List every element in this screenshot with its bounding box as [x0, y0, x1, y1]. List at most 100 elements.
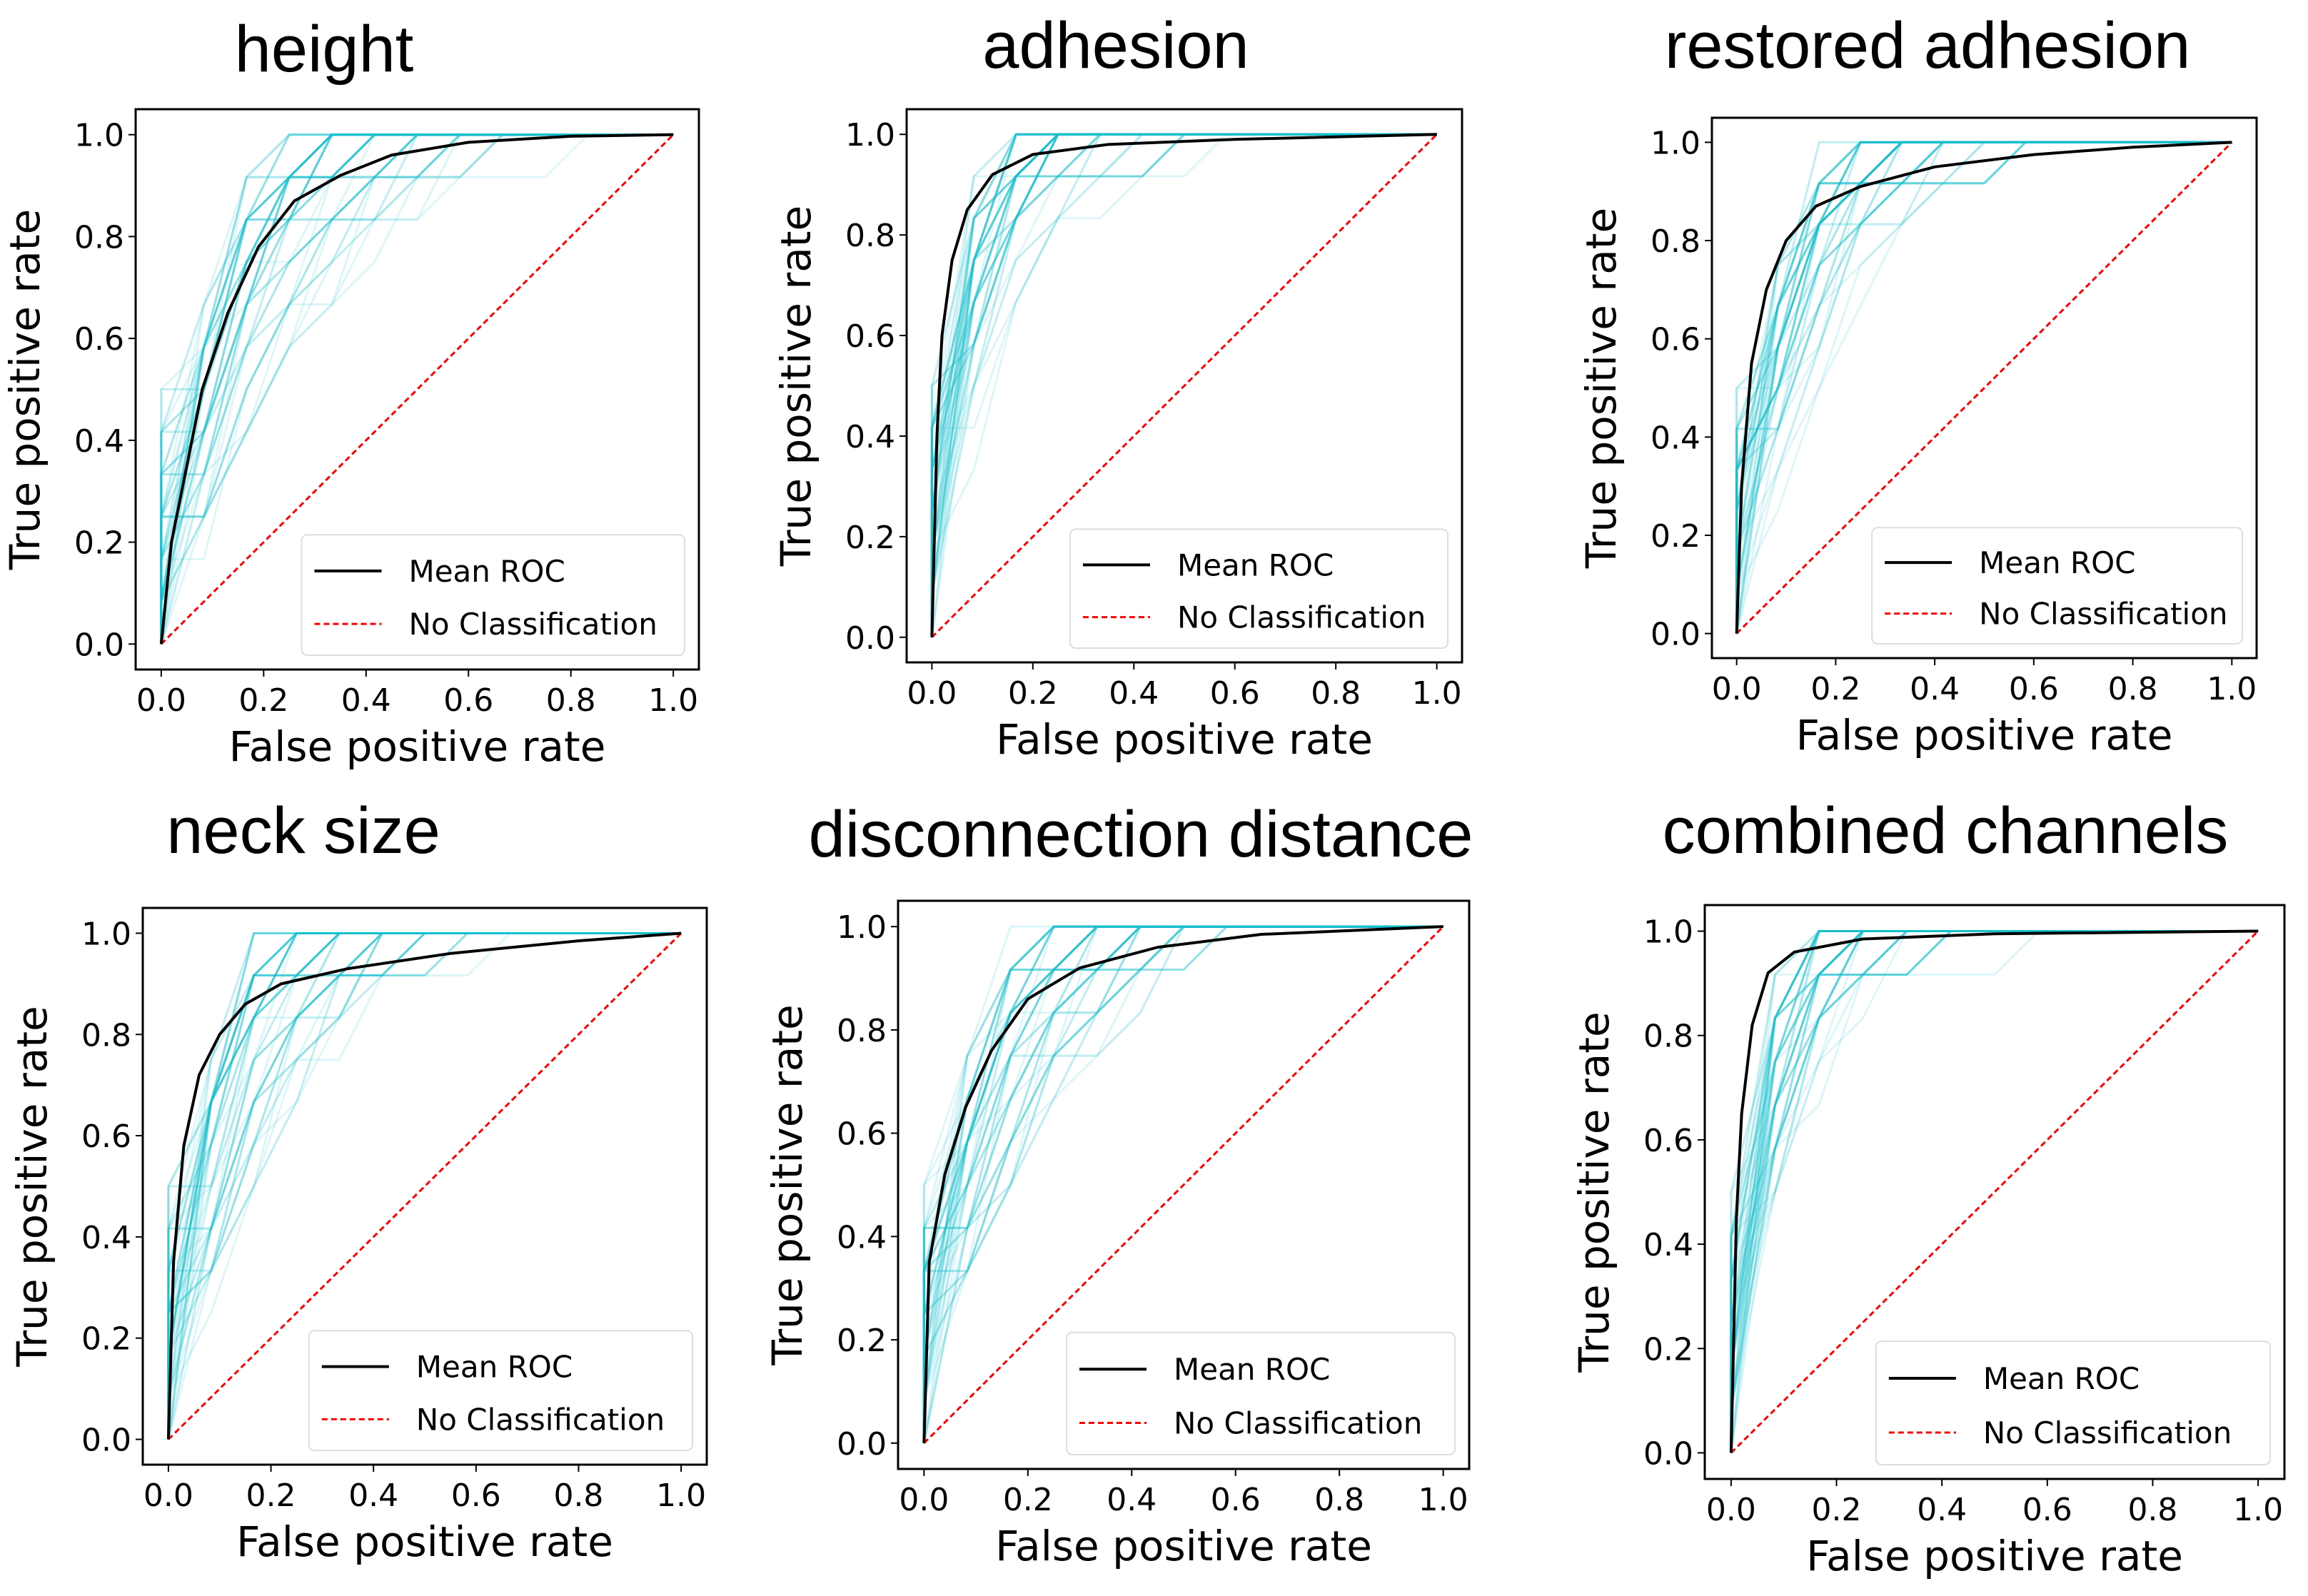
fold-curves [1730, 930, 2259, 1453]
fold-roc-line [167, 931, 682, 1440]
fold-roc-line [1735, 141, 2232, 634]
x-tick-label: 1.0 [2207, 671, 2257, 707]
x-tick-label: 1.0 [656, 1478, 706, 1514]
fold-roc-line [167, 931, 682, 1440]
legend: Mean ROC No Classification [308, 1330, 693, 1452]
fold-roc-line [167, 931, 682, 1440]
fold-curves [930, 133, 1437, 637]
fold-roc-line [930, 133, 1437, 637]
y-tick-label: 0.8 [1643, 1019, 1693, 1055]
fold-roc-line [930, 133, 1437, 637]
fold-roc-line [1735, 141, 2232, 634]
fold-roc-line [1735, 141, 2232, 634]
fold-roc-line [1735, 141, 2232, 634]
mean-roc-line [1729, 929, 2259, 1453]
fold-roc-line [167, 931, 682, 1440]
fold-roc-line [1735, 141, 2232, 634]
fold-roc-line [1735, 141, 2232, 634]
y-tick-label: 1.0 [81, 916, 131, 952]
y-axis-label: True positive rate [763, 1004, 812, 1365]
fold-roc-line [167, 931, 682, 1440]
fold-roc-line [167, 931, 682, 1440]
fold-curves [1735, 141, 2232, 634]
fold-roc-line [1735, 141, 2232, 634]
fold-roc-line [1735, 141, 2232, 634]
fold-roc-line [922, 925, 1443, 1443]
mean-roc-line [1735, 141, 2232, 634]
y-axis-label: True positive rate [1570, 1011, 1618, 1373]
fold-roc-line [922, 925, 1443, 1443]
fold-roc-line [1735, 141, 2232, 634]
roc-panel-neck-size: neck size 0.0 0.0 0.2 0.2 0.4 0.4 0.6 0.6 0.8 0.8 1… [8, 794, 708, 1566]
fold-roc-line [922, 925, 1443, 1443]
fold-roc-line [1735, 141, 2232, 634]
fold-roc-line [922, 925, 1443, 1443]
fold-roc-line [930, 133, 1437, 637]
x-tick-label: 0.8 [553, 1478, 603, 1514]
fold-roc-line [167, 931, 682, 1440]
y-tick-label: 1.0 [74, 118, 124, 154]
fold-roc-line [1735, 141, 2232, 634]
fold-roc-line [1735, 141, 2232, 634]
fold-roc-line [922, 925, 1443, 1443]
legend-box [1871, 527, 2243, 645]
fold-roc-line [1735, 141, 2232, 634]
fold-roc-line [1735, 141, 2232, 634]
fold-roc-line [922, 925, 1443, 1443]
fold-roc-line [930, 133, 1437, 637]
fold-roc-line [1735, 141, 2232, 634]
fold-roc-line [930, 133, 1437, 637]
fold-roc-line [922, 925, 1443, 1443]
x-tick-label: 0.6 [2009, 671, 2059, 707]
fold-roc-line [930, 133, 1437, 637]
fold-roc-line [1735, 141, 2232, 634]
y-tick-label: 0.8 [837, 1013, 887, 1049]
fold-roc-line [167, 931, 682, 1440]
fold-roc-line [167, 931, 682, 1440]
y-tick-label: 0.2 [837, 1323, 887, 1359]
fold-roc-line [922, 925, 1443, 1443]
fold-roc-line [922, 925, 1443, 1443]
fold-roc-line [1735, 141, 2232, 634]
fold-roc-line [167, 931, 682, 1440]
fold-roc-line [930, 133, 1437, 637]
legend-mean-roc-label: Mean ROC [416, 1350, 573, 1385]
fold-roc-line [167, 931, 682, 1440]
mean-roc-line [930, 133, 1437, 637]
y-tick-label: 0.8 [81, 1017, 131, 1054]
fold-roc-line [922, 925, 1443, 1443]
fold-roc-line [167, 931, 682, 1440]
fold-roc-line [930, 133, 1437, 637]
fold-roc-line [922, 925, 1443, 1443]
y-tick-label: 0.4 [1643, 1227, 1693, 1263]
fold-roc-line [930, 133, 1437, 637]
legend-no-classification-label: No Classification [1177, 600, 1426, 635]
x-tick-label: 0.2 [238, 682, 288, 719]
x-tick-label: 0.6 [451, 1478, 501, 1514]
y-tick-label: 0.6 [1643, 1123, 1693, 1159]
fold-roc-line [167, 931, 682, 1440]
fold-roc-line [922, 925, 1443, 1444]
fold-roc-line [930, 133, 1437, 637]
fold-roc-line [1735, 141, 2232, 634]
x-tick-label: 1.0 [1418, 1482, 1468, 1518]
y-tick-label: 0.0 [81, 1423, 131, 1459]
x-tick-label: 0.4 [1910, 671, 1960, 707]
legend-mean-roc-label: Mean ROC [1979, 545, 2135, 580]
fold-roc-line [930, 133, 1437, 637]
fold-roc-line [167, 931, 682, 1440]
x-tick-label: 0.6 [1211, 1482, 1261, 1518]
legend-mean-roc-label: Mean ROC [1983, 1361, 2140, 1396]
fold-roc-line [160, 133, 674, 645]
legend: Mean ROC No Classification [1066, 1331, 1456, 1455]
fold-roc-line [1735, 141, 2232, 634]
fold-roc-line [1735, 141, 2232, 634]
x-tick-label: 0.0 [136, 682, 186, 719]
fold-roc-line [167, 931, 682, 1440]
fold-roc-line [1735, 141, 2232, 634]
legend-no-classification-label: No Classification [1983, 1415, 2232, 1450]
x-axis-label: False positive rate [229, 722, 606, 771]
fold-roc-line [1735, 141, 2232, 634]
fold-roc-line [1735, 141, 2232, 634]
legend-box [301, 534, 686, 656]
